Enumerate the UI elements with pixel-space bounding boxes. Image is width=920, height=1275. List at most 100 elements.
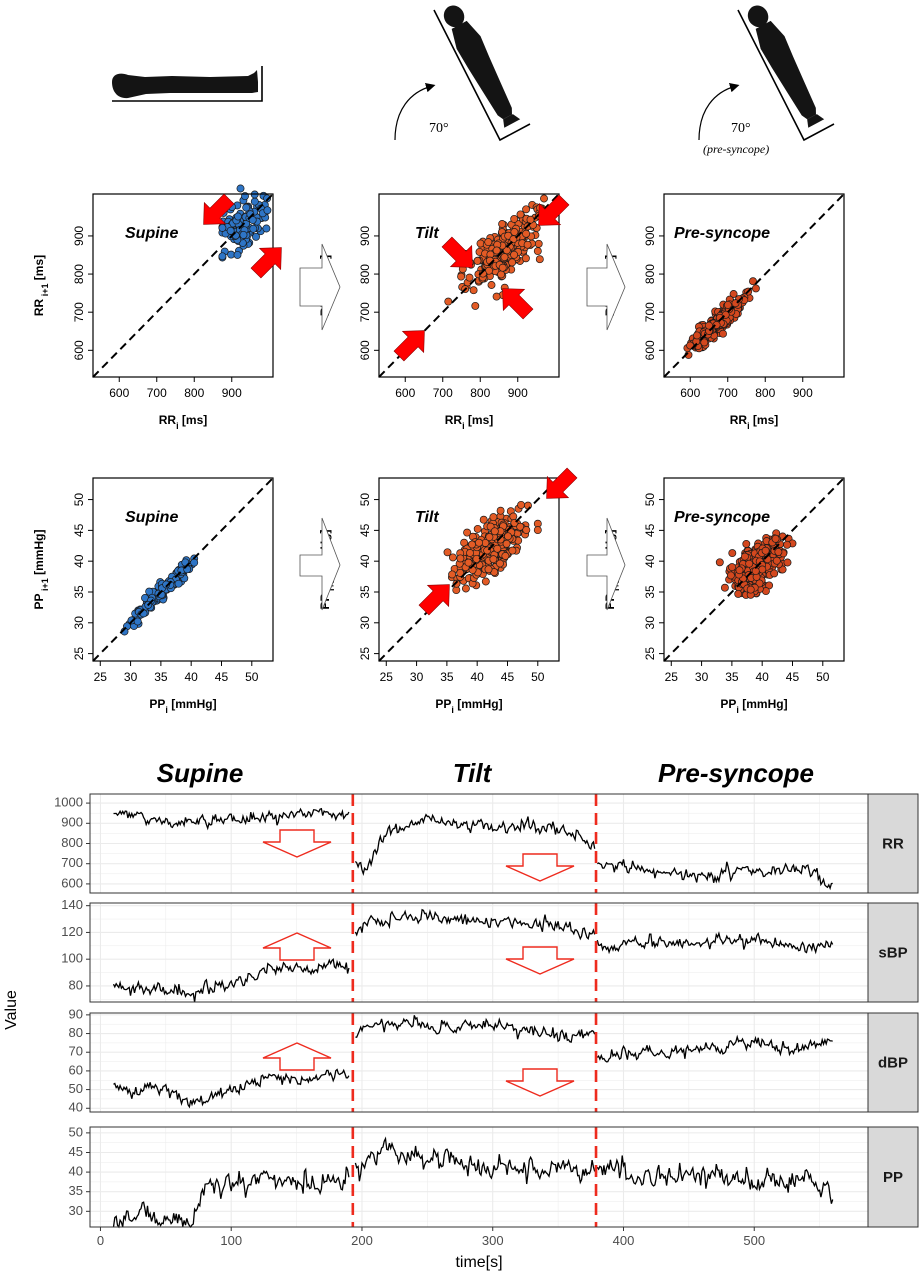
- scatter-point: [734, 589, 743, 598]
- y-tick-label: 30: [643, 616, 657, 630]
- scatter-point: [712, 321, 721, 329]
- y-tick-label: 700: [358, 302, 372, 322]
- scatter-point: [510, 214, 519, 223]
- scatter-point: [510, 250, 519, 259]
- scatter-point: [484, 565, 493, 574]
- scatter-point: [464, 558, 473, 567]
- red-arrow-icon: [441, 236, 473, 268]
- x-tick-label: 800: [470, 386, 490, 400]
- y-tick-label: 40: [69, 1100, 83, 1115]
- scatter-point: [496, 506, 505, 515]
- x-tick-label: 50: [531, 670, 545, 684]
- x-tick-label: 900: [508, 386, 528, 400]
- x-tick-label: 500: [743, 1233, 765, 1248]
- x-tick-label: 25: [380, 670, 394, 684]
- x-tick-label: 400: [613, 1233, 635, 1248]
- facet-label: sBP: [878, 944, 907, 961]
- y-tick-label: 700: [643, 302, 657, 322]
- facet-dbp: 40 50 60 70 80 90 dBP: [69, 1006, 919, 1115]
- scatter-point: [516, 522, 525, 531]
- scatter-points: [715, 529, 797, 599]
- facet-label: RR: [882, 835, 904, 852]
- scatter-point: [456, 568, 465, 577]
- scatter-point: [498, 220, 507, 228]
- transition-arrows: [299, 243, 626, 611]
- scatter-point: [715, 558, 724, 567]
- y-tick-label: 50: [72, 493, 86, 507]
- x-tick-label: 50: [816, 670, 830, 684]
- y-tick-label: 45: [69, 1144, 83, 1159]
- scatter-point: [726, 571, 735, 580]
- timeseries-plot: Supine Tilt Pre-syncope6007008009001000RR8…: [3, 758, 919, 1271]
- poincare-plots: 600 600 700 700 800 800 900 900 RRi [ms] RR i+1 […: [32, 184, 845, 715]
- y-axis-label: Value: [3, 990, 20, 1030]
- scatter-point: [473, 524, 482, 533]
- panel-condition-label: Supine: [125, 509, 178, 526]
- facet-rr: 600 700 800 900 1000 RR: [54, 793, 919, 894]
- scatter-point: [466, 549, 474, 557]
- scatter-point: [496, 559, 504, 568]
- y-tick-label: 140: [61, 897, 83, 912]
- scatter-point: [774, 548, 783, 556]
- signal-line-rr: [354, 813, 596, 877]
- scatter-point: [463, 528, 472, 537]
- panel-condition-label: Tilt: [415, 509, 439, 526]
- scatter-point: [493, 544, 502, 553]
- y-tick-label: 900: [72, 226, 86, 246]
- scatter-point: [226, 226, 235, 235]
- scatter-point: [502, 539, 511, 548]
- x-axis-label: PPi [mmHg]: [149, 697, 216, 715]
- scatter-point: [772, 556, 781, 565]
- phase-header: Supine: [157, 758, 244, 788]
- signal-line-rr: [596, 859, 833, 891]
- scatter-point: [719, 329, 727, 338]
- y-tick-label: 800: [358, 264, 372, 284]
- panel-frame: [92, 193, 274, 378]
- phase-header: Pre-syncope: [658, 758, 814, 788]
- y-tick-label: 600: [358, 340, 372, 360]
- trend-arrow-down-icon: [505, 1068, 575, 1097]
- scatter-point: [508, 546, 517, 555]
- facet-label: dBP: [878, 1054, 908, 1071]
- scatter-point: [749, 277, 757, 286]
- red-arrow-icon: [203, 193, 235, 225]
- identity-line: [378, 477, 560, 662]
- scatter-point: [761, 546, 770, 555]
- signal-line-sbp: [354, 908, 596, 941]
- y-tick-label: 90: [69, 1006, 83, 1021]
- scatter-point: [540, 194, 548, 203]
- scatter-point: [510, 228, 519, 236]
- identity-line: [663, 193, 845, 378]
- identity-line: [92, 193, 274, 378]
- scatter-point: [533, 247, 542, 256]
- scatter-point: [452, 579, 461, 588]
- scatter-point: [456, 554, 465, 563]
- x-tick-label: 40: [471, 670, 485, 684]
- facet-sbp: 80 100 120 140 sBP: [61, 897, 919, 1003]
- x-tick-label: 900: [793, 386, 813, 400]
- y-tick-label: 800: [61, 835, 83, 850]
- scatter-point: [735, 566, 744, 575]
- x-tick-label: 40: [756, 670, 770, 684]
- y-tick-label: 80: [69, 977, 83, 992]
- red-arrow-icon: [546, 467, 578, 499]
- trend-arrow-up-icon: [262, 1042, 332, 1071]
- x-tick-label: 0: [97, 1233, 104, 1248]
- y-tick-label: 70: [69, 1044, 83, 1059]
- y-tick-label: 25: [72, 647, 86, 661]
- scatter-point: [516, 210, 525, 219]
- y-tick-label: 800: [643, 264, 657, 284]
- scatter-point: [236, 184, 245, 193]
- scatter-point: [476, 239, 485, 248]
- scatter-point: [497, 270, 506, 279]
- scatter-point: [485, 533, 494, 542]
- x-tick-label: 700: [718, 386, 738, 400]
- scatter-point: [523, 240, 532, 249]
- scatter-point: [242, 203, 251, 212]
- facet-label: PP: [883, 1169, 903, 1186]
- scatter-point: [457, 272, 466, 281]
- signal-line-rr: [113, 807, 350, 831]
- scatter-point: [770, 569, 779, 578]
